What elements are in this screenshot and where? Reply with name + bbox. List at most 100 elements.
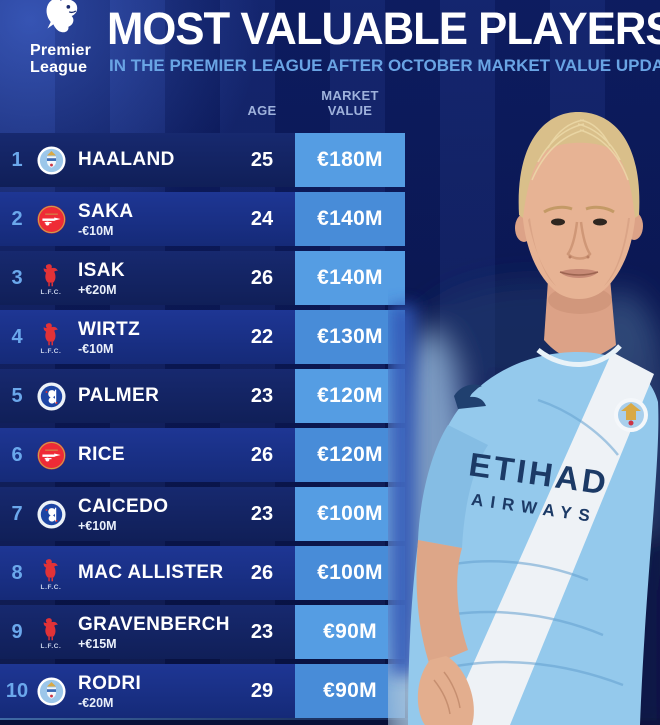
rank: 10 — [5, 679, 29, 702]
age-value: 22 — [250, 325, 274, 348]
club-badge-icon — [37, 319, 66, 348]
table-row: 5 PALMER 23 €120M — [0, 369, 405, 423]
club-badge-icon — [37, 260, 66, 289]
age-value: 25 — [250, 148, 274, 171]
jersey-sponsor-text: ETIHAD AIRWAYS — [467, 445, 612, 526]
market-value: €130M — [295, 310, 405, 364]
page-subtitle: IN THE PREMIER LEAGUE AFTER OCTOBER MARK… — [109, 56, 660, 75]
player-cell: ISAK +€20M — [78, 260, 125, 297]
wordmark-line1: Premier — [30, 42, 91, 59]
club-badge: L.F.C. — [34, 555, 68, 592]
age-value: 26 — [250, 561, 274, 584]
player-name: WIRTZ — [78, 318, 141, 340]
rank: 2 — [11, 207, 23, 230]
haaland-figure: ETIHAD AIRWAYS — [408, 112, 659, 725]
lfc-caption: L.F.C. — [40, 347, 62, 355]
puma-logo-icon — [454, 384, 486, 409]
market-value: €180M — [295, 133, 405, 187]
player-name: HAALAND — [78, 149, 175, 170]
table-row: 8 L.F.C. MAC ALLISTER 26 €100M — [0, 546, 405, 600]
player-cell: CAICEDO +€10M — [78, 496, 168, 533]
player-cell: HAALAND — [78, 149, 175, 171]
value-change: +€15M — [78, 636, 117, 651]
rank: 6 — [11, 443, 23, 466]
table-row: 6 RICE 26 €120M — [0, 428, 405, 482]
player-cell: WIRTZ -€10M — [78, 319, 140, 356]
age-value: 26 — [250, 443, 274, 466]
photo-backdrop — [388, 280, 660, 725]
age-value: 24 — [250, 207, 274, 230]
table-row: 4 L.F.C. WIRTZ -€10M 22 €130M — [0, 310, 405, 364]
club-badge-icon — [37, 677, 66, 706]
club-badge-icon — [37, 146, 66, 175]
player-cell: RODRI -€20M — [78, 673, 141, 710]
club-badge-icon — [37, 382, 66, 411]
market-value: €100M — [295, 546, 405, 600]
player-name: ISAK — [78, 259, 125, 281]
rank: 4 — [11, 325, 23, 348]
table-row: 1 HAALAND 25 €180M — [0, 133, 405, 187]
bottom-strip — [0, 718, 660, 725]
player-cell: MAC ALLISTER — [78, 562, 224, 584]
rank: 8 — [11, 561, 23, 584]
age-value: 23 — [250, 384, 274, 407]
player-cell: GRAVENBERCH +€15M — [78, 614, 230, 651]
rank: 5 — [11, 384, 23, 407]
market-value: €140M — [295, 192, 405, 246]
player-name: RODRI — [78, 672, 142, 694]
player-name: PALMER — [78, 385, 160, 406]
player-photo: ETIHAD AIRWAYS — [388, 112, 660, 725]
column-headers: AGE MARKET VALUE — [0, 0, 405, 130]
premier-league-lion-icon — [46, 0, 78, 33]
age-value: 23 — [250, 620, 274, 643]
club-badge — [34, 205, 68, 234]
lfc-caption: L.F.C. — [40, 642, 62, 650]
club-badge — [34, 382, 68, 411]
ranking-table: 1 HAALAND 25 €180M 2 SAKA -€10M 24 €140M… — [0, 133, 405, 718]
player-name: MAC ALLISTER — [78, 562, 224, 583]
page-title: MOST VALUABLE PLAYERS — [107, 3, 660, 54]
age-value: 23 — [250, 502, 274, 525]
value-change: -€10M — [78, 341, 114, 356]
club-badge: L.F.C. — [34, 614, 68, 651]
player-name: RICE — [78, 444, 125, 465]
value-change: -€10M — [78, 223, 114, 238]
club-badge-icon — [37, 441, 66, 470]
market-value: €90M — [295, 605, 405, 659]
premier-league-logo: Premier League — [30, 0, 92, 77]
wordmark-line2: League — [30, 58, 88, 76]
lfc-caption: L.F.C. — [40, 583, 62, 591]
player-name: CAICEDO — [78, 495, 169, 517]
table-row: 10 RODRI -€20M 29 €90M — [0, 664, 405, 718]
club-badge: L.F.C. — [34, 319, 68, 356]
table-row: 3 L.F.C. ISAK +€20M 26 €140M — [0, 251, 405, 305]
club-badge — [34, 500, 68, 529]
table-row: 9 L.F.C. GRAVENBERCH +€15M 23 €90M — [0, 605, 405, 659]
market-value: €140M — [295, 251, 405, 305]
club-badge-icon — [37, 500, 66, 529]
table-row: 7 CAICEDO +€10M 23 €100M — [0, 487, 405, 541]
premier-league-wordmark: Premier League — [30, 42, 92, 77]
player-cell: RICE — [78, 444, 125, 466]
sponsor-line2: AIRWAYS — [470, 490, 598, 526]
haaland-head — [515, 112, 643, 299]
market-value-column-header: MARKET VALUE — [295, 88, 405, 118]
market-value-header-line1: MARKET — [321, 88, 379, 103]
age-column-header: AGE — [247, 103, 277, 118]
club-badge-icon — [37, 555, 66, 584]
sponsor-line1: ETIHAD — [467, 445, 612, 501]
rank: 7 — [11, 502, 23, 525]
rank: 9 — [11, 620, 23, 643]
value-change: +€10M — [78, 518, 117, 533]
table-row: 2 SAKA -€10M 24 €140M — [0, 192, 405, 246]
age-value: 26 — [250, 266, 274, 289]
player-name: SAKA — [78, 200, 134, 222]
club-badge-icon — [37, 614, 66, 643]
club-badge — [34, 146, 68, 175]
lfc-caption: L.F.C. — [40, 288, 62, 296]
age-value: 29 — [250, 679, 274, 702]
market-value: €120M — [295, 428, 405, 482]
club-badge: L.F.C. — [34, 260, 68, 297]
club-badge — [34, 441, 68, 470]
